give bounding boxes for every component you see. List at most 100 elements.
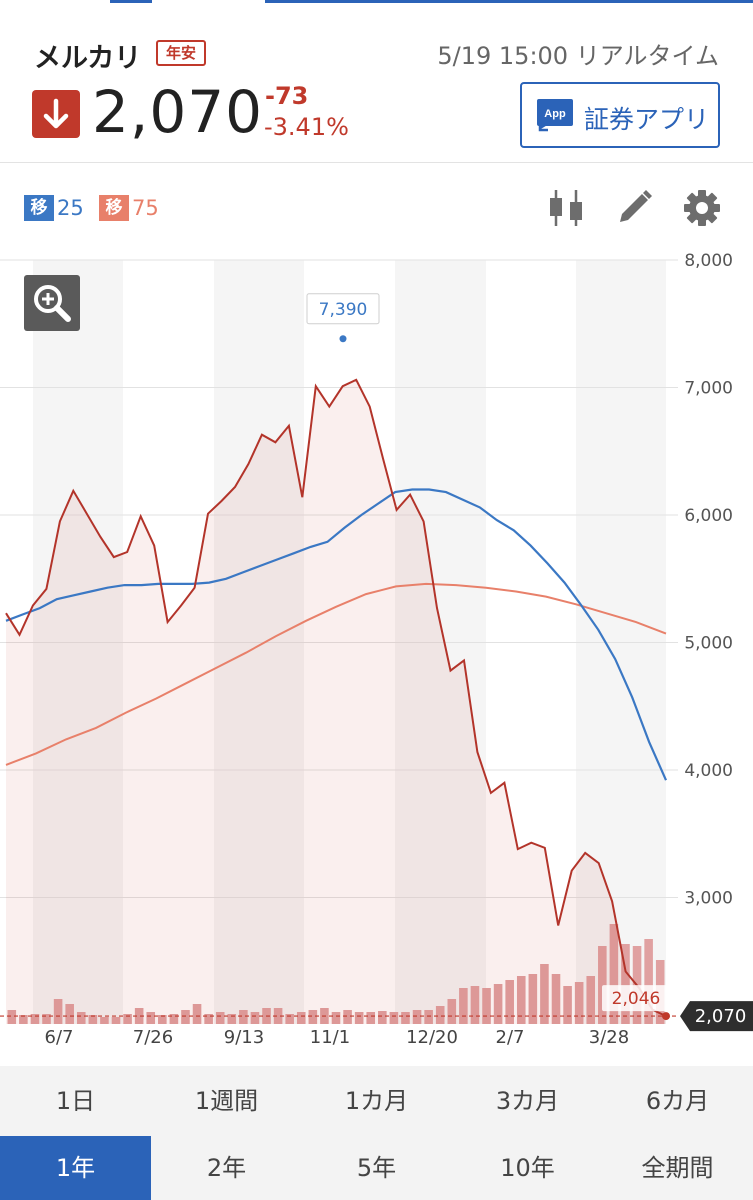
stock-name: メルカリ <box>34 43 142 74</box>
volume-bar <box>540 964 549 1024</box>
volume-bar <box>459 988 468 1024</box>
y-tick-label: 3,000 <box>684 889 733 909</box>
ma75-tag: 移 <box>99 195 129 221</box>
period-1w[interactable]: 1週間 <box>194 1087 259 1115</box>
volume-bar <box>435 1006 445 1024</box>
volume-bar <box>401 1012 410 1024</box>
volume-bar <box>505 980 514 1024</box>
ma75-line <box>5 582 667 766</box>
volume-bar <box>343 1010 352 1024</box>
volume-bar <box>563 986 572 1024</box>
volume-bar <box>158 1015 167 1024</box>
period-all[interactable]: 全期間 <box>641 1154 714 1182</box>
period-1m[interactable]: 1カ月 <box>344 1087 409 1115</box>
top-accent-right <box>265 0 753 3</box>
x-tick-label: 9/13 <box>224 1027 264 1048</box>
ma75-legend: 移 75 <box>99 195 159 221</box>
volume-bar <box>389 1012 399 1024</box>
volume-bar <box>470 986 480 1024</box>
volume-bar <box>65 1004 74 1024</box>
volume-bar <box>215 1012 225 1024</box>
period-10y[interactable]: 10年 <box>500 1154 555 1182</box>
volume-bar <box>609 924 619 1024</box>
volume-bar <box>227 1014 237 1024</box>
volume-bar <box>366 1012 376 1024</box>
volume-bar <box>134 1008 144 1024</box>
x-tick-label: 11/1 <box>310 1027 350 1048</box>
volume-bar <box>19 1015 28 1024</box>
price-chart[interactable]: 8,000 7,000 6,000 5,000 4,000 3,000 7,390 2,0… <box>0 248 753 1060</box>
securities-app-button[interactable]: App 証券アプリ <box>520 82 720 148</box>
x-tick-label: 6/7 <box>45 1027 74 1048</box>
volume-bar <box>412 1010 422 1024</box>
y-tick-label: 8,000 <box>684 251 733 271</box>
y-tick-label: 5,000 <box>684 634 733 654</box>
volume-bar <box>273 1008 283 1024</box>
ma25-line <box>5 488 668 781</box>
volume-bar <box>30 1014 40 1024</box>
volume-bar <box>111 1017 121 1024</box>
pencil-icon[interactable] <box>614 186 654 230</box>
price-change: -73 <box>265 82 309 110</box>
volume-bar <box>378 1011 387 1024</box>
current-price: 2,070 <box>92 78 264 146</box>
volume-bar <box>551 974 561 1024</box>
svg-text:App: App <box>544 108 566 120</box>
price-area <box>6 379 666 1024</box>
volume-bar <box>181 1010 190 1024</box>
period-1d[interactable]: 1日 <box>55 1087 96 1115</box>
volume-bar <box>192 1004 202 1024</box>
volume-bar <box>169 1014 179 1024</box>
x-tick-label: 12/20 <box>406 1027 458 1048</box>
volume-bar <box>354 1012 364 1024</box>
current-price-tag: 2,070 <box>680 1001 753 1032</box>
down-arrow-icon <box>32 90 80 138</box>
gear-icon[interactable] <box>682 186 722 230</box>
ma25-legend: 移 25 <box>24 195 84 221</box>
period-2y[interactable]: 2年 <box>206 1154 247 1182</box>
volume-bar <box>250 1012 260 1024</box>
volume-bar <box>53 999 63 1024</box>
volume-bar <box>296 1012 306 1024</box>
period-6m[interactable]: 6カ月 <box>645 1087 710 1115</box>
stock-header: メルカリ 年安 5/19 15:00 リアルタイム 2,070 -73 -3.4… <box>0 0 753 163</box>
zoom-button[interactable] <box>24 275 80 331</box>
period-1y[interactable]: 1年 <box>0 1136 151 1200</box>
ma25-value: 25 <box>57 196 84 220</box>
high-label: 7,390 <box>319 300 368 320</box>
y-tick-label: 6,000 <box>684 506 733 526</box>
period-5y[interactable]: 5年 <box>356 1154 397 1182</box>
candlestick-icon[interactable] <box>546 186 586 230</box>
period-row-1: 1日 1週間 1カ月 3カ月 6カ月 <box>0 1066 753 1136</box>
price-line <box>5 378 667 1018</box>
volume-bar <box>447 999 457 1024</box>
top-accent-left <box>110 0 152 3</box>
price-change-percent: -3.41% <box>264 113 349 141</box>
volume-bar <box>100 1017 109 1024</box>
volume-bar <box>7 1010 17 1024</box>
volume-bar <box>308 1010 318 1024</box>
x-tick-label: 2/7 <box>496 1027 525 1048</box>
ma75-value: 75 <box>132 196 159 220</box>
year-low-badge: 年安 <box>156 40 207 66</box>
y-tick-label: 7,000 <box>684 379 733 399</box>
volume-bar <box>88 1015 98 1024</box>
low-marker: 2,046 <box>602 985 670 1012</box>
zoom-in-icon <box>34 285 71 322</box>
volume-bar <box>528 974 538 1024</box>
period-row-2: 1年 2年 5年 10年 全期間 <box>0 1136 753 1200</box>
volume-bar <box>574 982 584 1024</box>
volume-bar <box>516 976 526 1024</box>
high-marker: 7,390 <box>306 293 380 343</box>
volume-bar <box>424 1010 433 1024</box>
y-tick-label: 4,000 <box>684 761 733 781</box>
volume-bar <box>123 1014 132 1024</box>
app-icon: App <box>537 99 573 132</box>
current-price-tag-label: 2,070 <box>695 1006 747 1027</box>
timestamp: 5/19 15:00 リアルタイム <box>437 42 719 70</box>
volume-bar <box>239 1010 248 1024</box>
current-price-dot <box>662 1012 670 1021</box>
volume-bar <box>42 1014 51 1024</box>
volume-bar <box>482 988 491 1024</box>
period-3m[interactable]: 3カ月 <box>495 1087 560 1115</box>
